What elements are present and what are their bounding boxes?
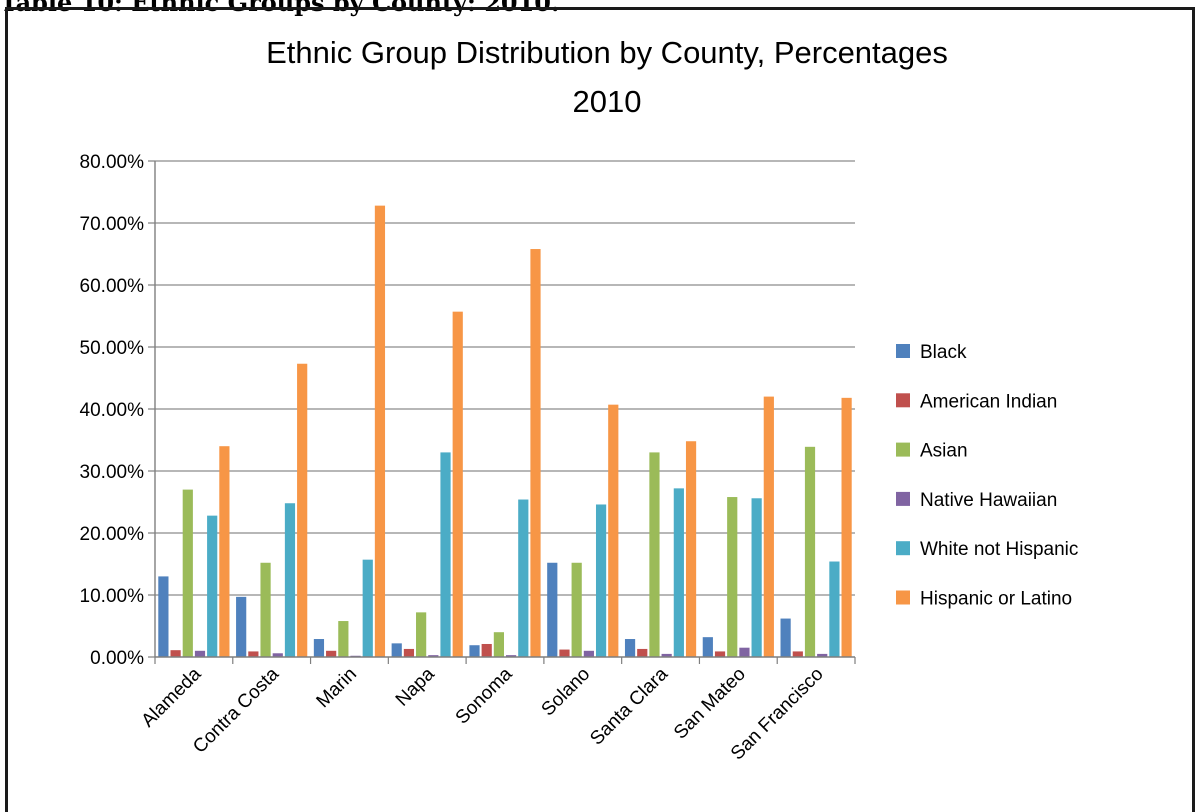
x-category-label: San Mateo <box>670 664 750 744</box>
legend-swatch-black <box>896 344 910 358</box>
x-category-label: Santa Clara <box>586 663 672 749</box>
y-tick-label: 70.00% <box>80 214 145 235</box>
legend-swatch-white-not-hispanic <box>896 541 910 556</box>
bar-asian-marin <box>338 621 349 657</box>
bar-white-not-hispanic-san-francisco <box>829 561 840 657</box>
bar-native-hawaiian-napa <box>428 655 439 657</box>
legend-label: White not Hispanic <box>920 539 1078 560</box>
bar-hispanic-or-latino-santa-clara <box>685 441 697 657</box>
bar-american-indian-contra-costa <box>248 651 259 657</box>
bar-white-not-hispanic-san-mateo <box>751 498 762 657</box>
bar-hispanic-or-latino-san-mateo <box>763 396 774 657</box>
bar-american-indian-napa <box>403 648 415 657</box>
bar-american-indian-sonoma <box>481 643 492 657</box>
legend-label: Black <box>920 342 967 363</box>
bar-black-san-mateo <box>702 637 713 657</box>
bar-american-indian-santa-clara <box>637 648 648 657</box>
bar-black-sonoma <box>469 645 480 657</box>
bar-american-indian-san-mateo <box>714 651 726 657</box>
bar-native-hawaiian-sonoma <box>506 655 517 657</box>
bar-native-hawaiian-san-mateo <box>739 647 750 657</box>
bar-white-not-hispanic-santa-clara <box>673 488 684 657</box>
bar-asian-napa <box>416 612 427 657</box>
legend-swatch-native-hawaiian <box>896 491 910 506</box>
bar-white-not-hispanic-contra-costa <box>284 503 296 657</box>
x-category-label: Marin <box>313 664 361 712</box>
y-tick-label: 60.00% <box>80 276 145 297</box>
bar-white-not-hispanic-alameda <box>207 515 218 657</box>
legend-label: Asian <box>920 441 968 462</box>
legend: Black American Indian Asian Native Hawaiian… <box>896 342 1078 610</box>
legend-swatch-american-indian <box>896 393 910 408</box>
y-tick-label: 30.00% <box>80 462 145 483</box>
bar-hispanic-or-latino-napa <box>452 311 463 657</box>
bar-american-indian-solano <box>559 649 570 657</box>
gridlines <box>155 160 855 596</box>
bar-american-indian-marin <box>326 650 337 657</box>
legend-label: Native Hawaiian <box>920 490 1057 511</box>
bar-hispanic-or-latino-marin <box>374 205 386 657</box>
bar-native-hawaiian-alameda <box>194 650 206 657</box>
y-tick-label: 20.00% <box>80 524 145 545</box>
bar-white-not-hispanic-marin <box>362 559 373 657</box>
bar-hispanic-or-latino-sonoma <box>530 249 541 658</box>
legend-swatch-asian <box>896 442 910 457</box>
bar-white-not-hispanic-sonoma <box>518 499 529 657</box>
bar-native-hawaiian-solano <box>583 650 594 657</box>
bar-white-not-hispanic-solano <box>595 504 607 657</box>
y-tick-label: 40.00% <box>80 400 145 421</box>
bar-hispanic-or-latino-san-francisco <box>841 397 852 657</box>
bar-asian-san-mateo <box>727 497 738 657</box>
bar-asian-solano <box>571 562 582 657</box>
axes <box>154 161 856 664</box>
bar-hispanic-or-latino-alameda <box>219 446 230 657</box>
y-tick-label: 50.00% <box>80 338 145 359</box>
bar-asian-san-francisco <box>804 446 816 657</box>
bar-white-not-hispanic-napa <box>440 452 451 657</box>
y-tick-label: 10.00% <box>80 586 145 607</box>
legend-label: Hispanic or Latino <box>920 589 1072 610</box>
y-tick-label: 0.00% <box>90 648 144 669</box>
bar-hispanic-or-latino-solano <box>608 404 619 657</box>
y-tick-label: 80.00% <box>80 152 145 173</box>
legend-label: American Indian <box>920 391 1057 412</box>
bar-black-san-francisco <box>780 618 791 657</box>
bar-asian-alameda <box>182 489 193 657</box>
bar-black-napa <box>391 643 402 657</box>
bars <box>158 205 852 658</box>
chart-title-line-2: 2010 <box>573 84 642 119</box>
legend-swatch-hispanic-or-latino <box>896 590 910 605</box>
bar-american-indian-san-francisco <box>792 651 803 657</box>
x-category-label: Napa <box>392 663 439 710</box>
chart-title-line-1: Ethnic Group Distribution by County, Per… <box>266 35 948 70</box>
bar-asian-santa-clara <box>649 452 660 657</box>
y-axis-ticks: 0.00% 10.00% 20.00% 30.00% 40.00% 50.00% 60.00… <box>80 152 155 669</box>
bar-black-marin <box>313 639 325 657</box>
bar-hispanic-or-latino-contra-costa <box>297 363 308 657</box>
chart-frame <box>5 7 1195 812</box>
bar-black-santa-clara <box>624 639 636 657</box>
x-category-label: Solano <box>538 664 595 721</box>
bar-asian-contra-costa <box>260 562 271 657</box>
bar-black-contra-costa <box>236 596 247 657</box>
bar-black-solano <box>547 562 558 657</box>
bar-native-hawaiian-contra-costa <box>272 653 283 657</box>
bar-american-indian-alameda <box>170 650 181 657</box>
bar-native-hawaiian-santa-clara <box>661 653 672 657</box>
bar-asian-sonoma <box>493 632 504 657</box>
bar-black-alameda <box>158 576 169 657</box>
x-category-label: Sonoma <box>452 663 517 728</box>
bar-native-hawaiian-san-francisco <box>817 653 828 657</box>
x-category-label: Alameda <box>138 663 206 731</box>
